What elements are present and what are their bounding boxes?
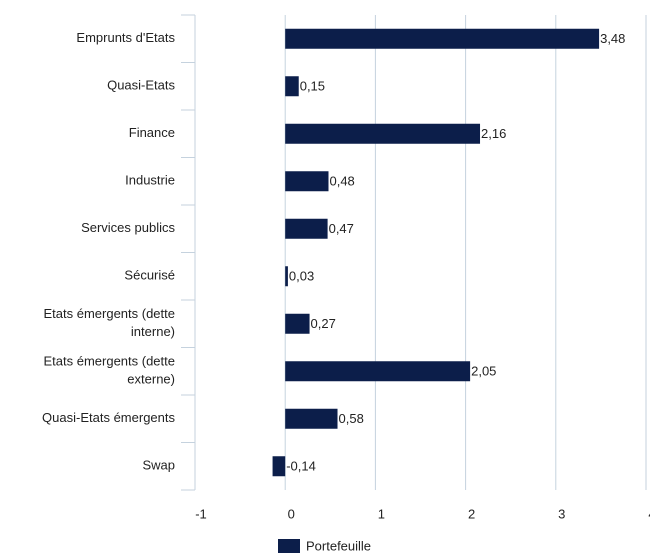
data-label: 3,48: [600, 31, 625, 46]
x-tick-label: 2: [468, 506, 475, 521]
bar: [285, 76, 299, 97]
bar: [285, 28, 600, 49]
data-label: 0,03: [289, 269, 314, 284]
data-label: 2,05: [471, 364, 496, 379]
x-tick-label: 0: [288, 506, 295, 521]
y-tick-label: Sécurisé: [124, 268, 175, 283]
data-label: 0,15: [300, 79, 325, 94]
bar: [285, 361, 471, 382]
y-tick-label: Finance: [129, 125, 175, 140]
data-label: 0,58: [339, 411, 364, 426]
y-tick-label: Industrie: [125, 173, 175, 188]
bar: [285, 266, 288, 287]
bar: [285, 123, 481, 144]
x-tick-label: 1: [378, 506, 385, 521]
bar: [285, 313, 310, 334]
data-label: 0,27: [311, 316, 336, 331]
legend-swatch: [278, 539, 300, 553]
bar: [285, 408, 338, 429]
y-tick-label: Quasi-Etats: [107, 78, 175, 93]
x-tick-label: -1: [195, 506, 207, 521]
data-label: 0,48: [329, 174, 354, 189]
y-tick-label: Etats émergents (dette externe): [43, 354, 175, 387]
bar: [272, 456, 286, 477]
x-tick-label: 4: [648, 506, 650, 521]
x-tick-label: 3: [558, 506, 565, 521]
data-label: -0,14: [286, 459, 316, 474]
data-label: 2,16: [481, 126, 506, 141]
y-tick-label: Swap: [142, 458, 175, 473]
y-tick-label: Quasi-Etats émergents: [42, 410, 175, 425]
y-tick-label: Emprunts d'Etats: [76, 30, 175, 45]
data-label: 0,47: [329, 221, 354, 236]
bar: [285, 171, 329, 192]
legend-label: Portefeuille: [306, 538, 371, 553]
y-tick-label: Services publics: [81, 220, 175, 235]
y-tick-label: Etats émergents (dette interne): [43, 306, 175, 339]
bar: [285, 218, 328, 239]
